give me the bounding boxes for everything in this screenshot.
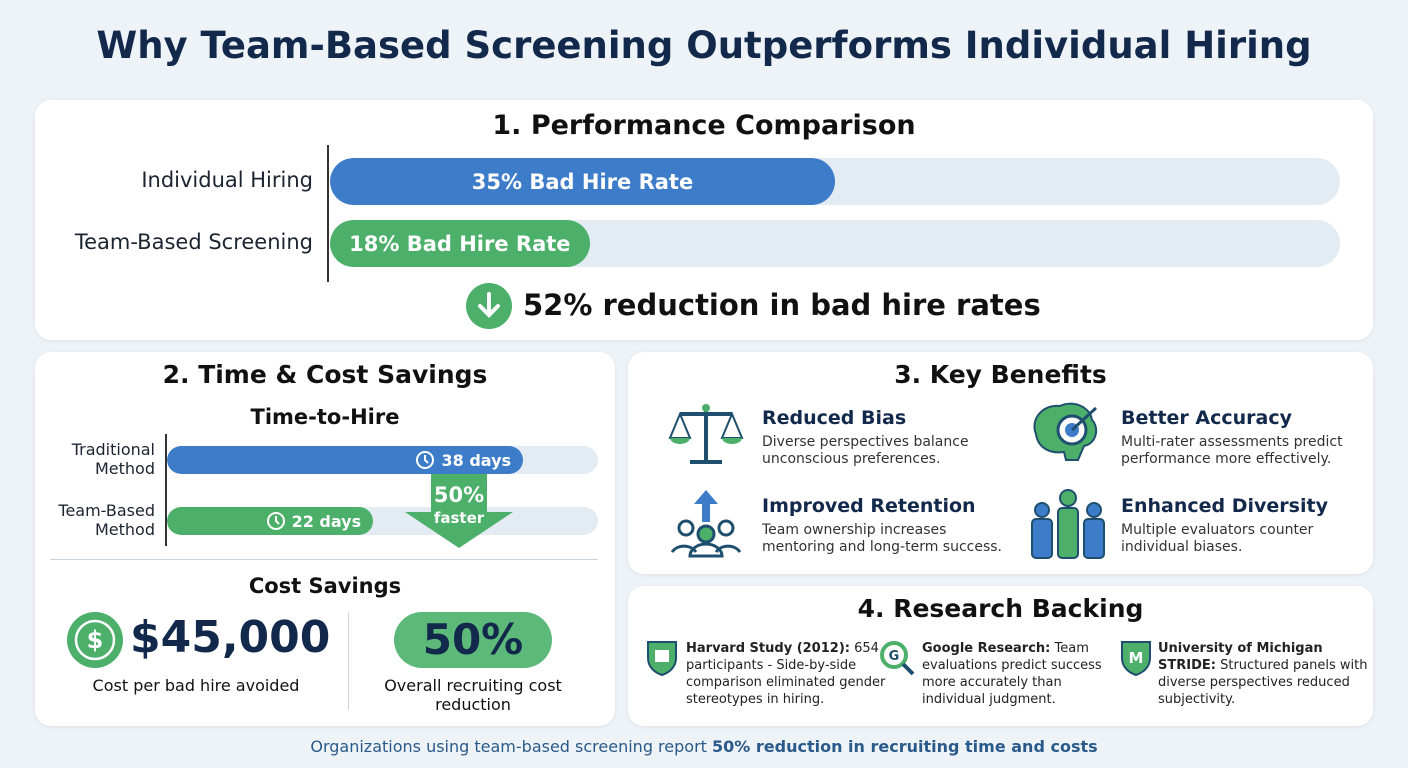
shield-icon bbox=[647, 641, 677, 676]
research-source: University of Michigan STRIDE: bbox=[1158, 641, 1323, 673]
benefit-title: Improved Retention bbox=[762, 495, 976, 517]
time-cost-panel: 2. Time & Cost Savings Time-to-Hire Trad… bbox=[35, 352, 615, 726]
brain-icon bbox=[1033, 402, 1098, 461]
bar-track: 35% Bad Hire Rate bbox=[330, 158, 1340, 205]
faster-arrow bbox=[405, 474, 513, 548]
research-source: Google Research: bbox=[922, 641, 1051, 656]
bar: 35% Bad Hire Rate bbox=[330, 158, 835, 205]
bar-track: 18% Bad Hire Rate bbox=[330, 220, 1340, 267]
divider bbox=[50, 559, 598, 560]
research-text: Team evaluations predict success more ac… bbox=[922, 641, 1102, 707]
category-label: Team-Based Method bbox=[58, 501, 155, 539]
bar: 18% Bad Hire Rate bbox=[330, 220, 590, 267]
cost-caption: Cost per bad hire avoided bbox=[92, 676, 300, 695]
benefits-panel: 3. Key Benefits Reduced Bias Diverse per… bbox=[628, 352, 1373, 574]
research-item: Harvard Study (2012): 654 participants -… bbox=[686, 640, 886, 708]
search-icon: G bbox=[880, 641, 915, 676]
dollar-icon: $ bbox=[67, 612, 123, 668]
research-text: Structured panels with diverse perspecti… bbox=[1158, 658, 1368, 707]
panel-heading: 3. Key Benefits bbox=[894, 360, 1107, 389]
panel-heading: 4. Research Backing bbox=[857, 594, 1144, 623]
research-source: Harvard Study (2012): bbox=[686, 641, 850, 656]
retention-icon bbox=[670, 490, 742, 558]
shield-icon: M bbox=[1121, 641, 1151, 676]
reduction-caption: Overall recruiting cost reduction bbox=[384, 676, 562, 714]
diversity-icon bbox=[1031, 489, 1105, 559]
reduction-pill: 50% bbox=[394, 612, 552, 668]
benefit-text: Team ownership increases mentoring and l… bbox=[762, 522, 1003, 555]
panel-heading: 2. Time & Cost Savings bbox=[162, 360, 488, 389]
research-panel: 4. Research Backing Harvard Study (2012)… bbox=[628, 586, 1373, 726]
scales-icon bbox=[668, 404, 744, 464]
benefit-text: Multiple evaluators counter individual b… bbox=[1121, 522, 1314, 555]
footer-text: Organizations using team-based screening… bbox=[310, 737, 707, 756]
arrow-text: faster bbox=[433, 509, 485, 527]
callout: 52% reduction in bad hire rates bbox=[523, 288, 1041, 322]
value-label: 38 days bbox=[441, 450, 512, 470]
benefit-title: Enhanced Diversity bbox=[1121, 495, 1328, 517]
panel-heading: 1. Performance Comparison bbox=[492, 110, 916, 141]
category-label: Team-Based Screening bbox=[74, 230, 313, 254]
bar: 22 days bbox=[167, 507, 374, 535]
bar: 38 days bbox=[167, 446, 524, 474]
footer-emphasis: 50% reduction in recruiting time and cos… bbox=[712, 737, 1098, 756]
performance-panel: 1. Performance Comparison Individual Hir… bbox=[35, 100, 1373, 340]
research-item: Google Research: Team evaluations predic… bbox=[922, 640, 1117, 708]
divider bbox=[348, 612, 349, 710]
svg-text:M: M bbox=[1129, 649, 1144, 667]
cost-amount: $45,000 bbox=[130, 612, 331, 663]
benefit-text: Multi-rater assessments predict performa… bbox=[1121, 434, 1343, 467]
sub-heading: Time-to-Hire bbox=[250, 405, 400, 429]
svg-text:G: G bbox=[889, 649, 900, 664]
value-label: 22 days bbox=[291, 511, 362, 531]
value-label: 18% Bad Hire Rate bbox=[349, 231, 571, 256]
page-title: Why Team-Based Screening Outperforms Ind… bbox=[96, 24, 1312, 67]
axis-line bbox=[165, 434, 167, 546]
benefit-title: Better Accuracy bbox=[1121, 407, 1292, 429]
bar-track: 22 days bbox=[167, 507, 598, 535]
category-label: Individual Hiring bbox=[141, 168, 313, 192]
research-item: University of Michigan STRIDE: Structure… bbox=[1158, 640, 1370, 708]
arrow-value: 50% bbox=[433, 483, 485, 507]
axis-line bbox=[327, 145, 329, 282]
sub-heading: Cost Savings bbox=[248, 574, 402, 598]
bar-track: 38 days bbox=[167, 446, 598, 474]
svg-text:$: $ bbox=[87, 626, 104, 654]
research-text: 654 participants - Side-by-side comparis… bbox=[686, 641, 886, 707]
footer: Organizations using team-based screening… bbox=[0, 737, 1408, 756]
benefit-text: Diverse perspectives balance unconscious… bbox=[762, 434, 969, 467]
category-label: Traditional Method bbox=[71, 440, 155, 478]
value-label: 35% Bad Hire Rate bbox=[471, 169, 694, 194]
benefit-title: Reduced Bias bbox=[762, 407, 907, 429]
down-icon bbox=[466, 283, 512, 329]
